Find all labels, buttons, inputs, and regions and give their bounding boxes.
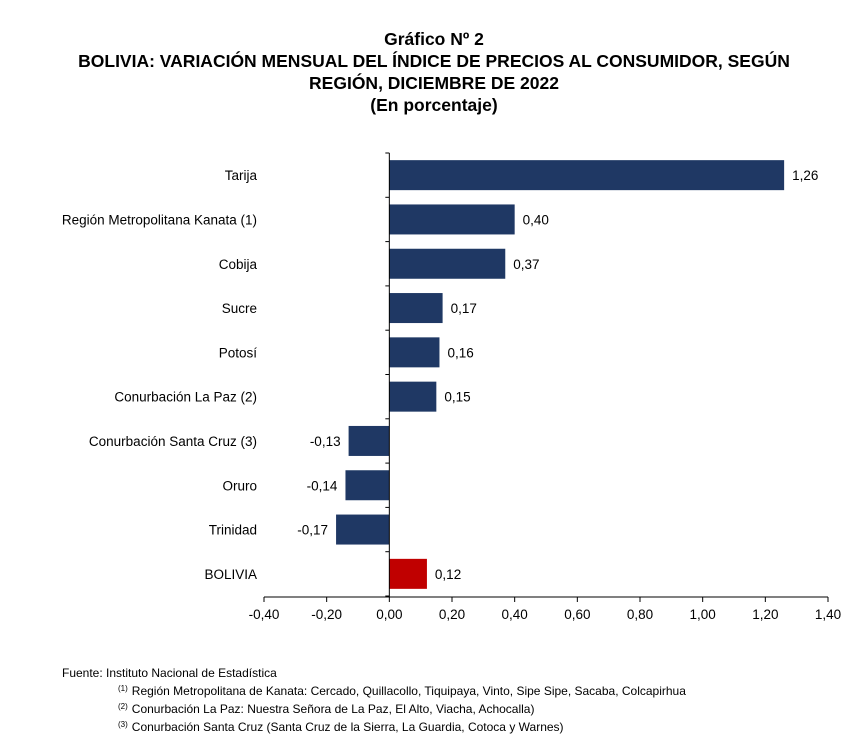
- bar-10: [389, 558, 427, 589]
- bar-2: [389, 204, 515, 235]
- chart-number: Gráfico Nº 2: [384, 29, 484, 49]
- bar-7: [348, 425, 390, 456]
- category-label-5: Potosí: [219, 345, 258, 360]
- data-label-3: 0,37: [513, 257, 539, 272]
- category-label-10: BOLIVIA: [204, 567, 257, 582]
- data-label-5: 0,16: [447, 345, 473, 360]
- category-label-4: Sucre: [222, 301, 257, 316]
- footnotes: Fuente: Instituto Nacional de Estadístic…: [62, 666, 686, 735]
- category-label-9: Trinidad: [209, 523, 257, 538]
- x-tick-label-3: 0,00: [376, 607, 402, 622]
- x-tick-label-8: 1,00: [690, 607, 716, 622]
- data-label-4: 0,17: [451, 301, 477, 316]
- x-tick-label-2: -0,20: [311, 607, 342, 622]
- category-label-8: Oruro: [222, 478, 257, 493]
- data-label-1: 1,26: [792, 168, 818, 183]
- bar-5: [389, 337, 440, 368]
- bar-chart: Tarija 1,26 Región Metropolitana Kanata (1…: [62, 152, 841, 622]
- footnote-3-text: Conurbación Santa Cruz (Santa Cruz de la…: [131, 720, 564, 734]
- x-tick-label-10: 1,40: [815, 607, 841, 622]
- footnote-3-mark: (3): [118, 720, 128, 729]
- chart-subtitle: (En porcentaje): [370, 95, 498, 115]
- data-label-10: 0,12: [435, 567, 461, 582]
- chart-title-block: Gráfico Nº 2 BOLIVIA: VARIACIÓN MENSUAL …: [0, 28, 868, 116]
- bar-1: [389, 160, 785, 191]
- x-tick-label-9: 1,20: [752, 607, 778, 622]
- category-label-1: Tarija: [225, 168, 258, 183]
- bar-9: [336, 514, 390, 545]
- bar-8: [345, 470, 390, 501]
- bar-6: [389, 381, 437, 412]
- footnote-2: (2) Conurbación La Paz: Nuestra Señora de…: [62, 699, 686, 717]
- category-label-2: Región Metropolitana Kanata (1): [62, 212, 257, 227]
- footnote-1: (1) Región Metropolitana de Kanata: Cerca…: [62, 681, 686, 699]
- x-tick-label-5: 0,40: [502, 607, 528, 622]
- bar-3: [389, 248, 506, 279]
- x-tick-label-6: 0,60: [564, 607, 590, 622]
- data-label-6: 0,15: [444, 390, 470, 405]
- category-label-3: Cobija: [219, 257, 258, 272]
- x-tick-label-7: 0,80: [627, 607, 653, 622]
- chart-title-line2: REGIÓN, DICIEMBRE DE 2022: [309, 73, 559, 93]
- footnote-1-text: Región Metropolitana de Kanata: Cercado,…: [131, 684, 686, 698]
- footnote-3: (3) Conurbación Santa Cruz (Santa Cruz de…: [62, 717, 686, 735]
- data-label-9: -0,17: [297, 523, 328, 538]
- bar-4: [389, 293, 443, 324]
- x-tick-label-4: 0,20: [439, 607, 465, 622]
- data-label-8: -0,14: [307, 478, 338, 493]
- source-note: Fuente: Instituto Nacional de Estadístic…: [62, 666, 277, 680]
- data-label-7: -0,13: [310, 434, 341, 449]
- x-tick-label-1: -0,40: [249, 607, 280, 622]
- footnote-2-text: Conurbación La Paz: Nuestra Señora de La…: [131, 702, 535, 716]
- category-label-6: Conurbación La Paz (2): [114, 390, 257, 405]
- chart-title-line1: BOLIVIA: VARIACIÓN MENSUAL DEL ÍNDICE DE…: [78, 51, 790, 71]
- footnote-2-mark: (2): [118, 702, 128, 711]
- category-label-7: Conurbación Santa Cruz (3): [89, 434, 257, 449]
- data-label-2: 0,40: [523, 212, 549, 227]
- footnote-1-mark: (1): [118, 684, 128, 693]
